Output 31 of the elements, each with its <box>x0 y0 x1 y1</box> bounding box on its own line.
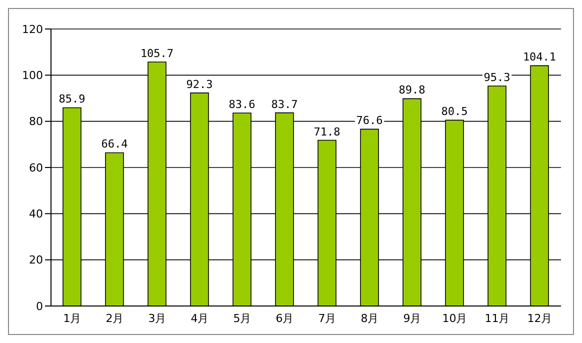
x-tick-label: 7月 <box>318 312 336 325</box>
data-label: 105.7 <box>140 47 174 60</box>
x-tick-label: 12月 <box>527 312 552 325</box>
data-label: 80.5 <box>441 105 468 118</box>
y-tick-label: 80 <box>29 115 43 128</box>
data-label: 95.3 <box>484 71 510 84</box>
data-label: 85.9 <box>58 92 86 106</box>
data-label: 83.7 <box>271 98 298 111</box>
x-tick-label: 6月 <box>276 312 294 325</box>
y-tick-label: 100 <box>22 69 43 82</box>
y-tick-label: 20 <box>29 254 43 267</box>
data-label: 71.8 <box>314 125 340 138</box>
y-tick-label: 60 <box>29 161 43 174</box>
y-tick-label: 120 <box>22 22 43 36</box>
data-label: 76.6 <box>356 114 383 128</box>
x-tick-label: 2月 <box>106 312 124 325</box>
x-tick-label: 11月 <box>484 312 510 325</box>
data-label: 83.6 <box>228 98 256 112</box>
x-tick-label: 9月 <box>403 312 422 325</box>
y-tick-label: 0 <box>36 300 43 313</box>
x-tick-label: 3月 <box>148 312 166 325</box>
data-label: 104.1 <box>522 50 556 64</box>
x-tick-label: 5月 <box>233 312 252 325</box>
y-tick-label: 40 <box>29 208 43 221</box>
x-tick-label: 4月 <box>190 312 209 325</box>
x-tick-label: 8月 <box>360 312 379 325</box>
data-label: 66.4 <box>101 138 128 151</box>
data-label: 92.3 <box>186 78 213 91</box>
data-label: 89.8 <box>398 84 426 97</box>
x-tick-label: 1月 <box>63 312 82 325</box>
x-tick-label: 10月 <box>442 312 468 325</box>
